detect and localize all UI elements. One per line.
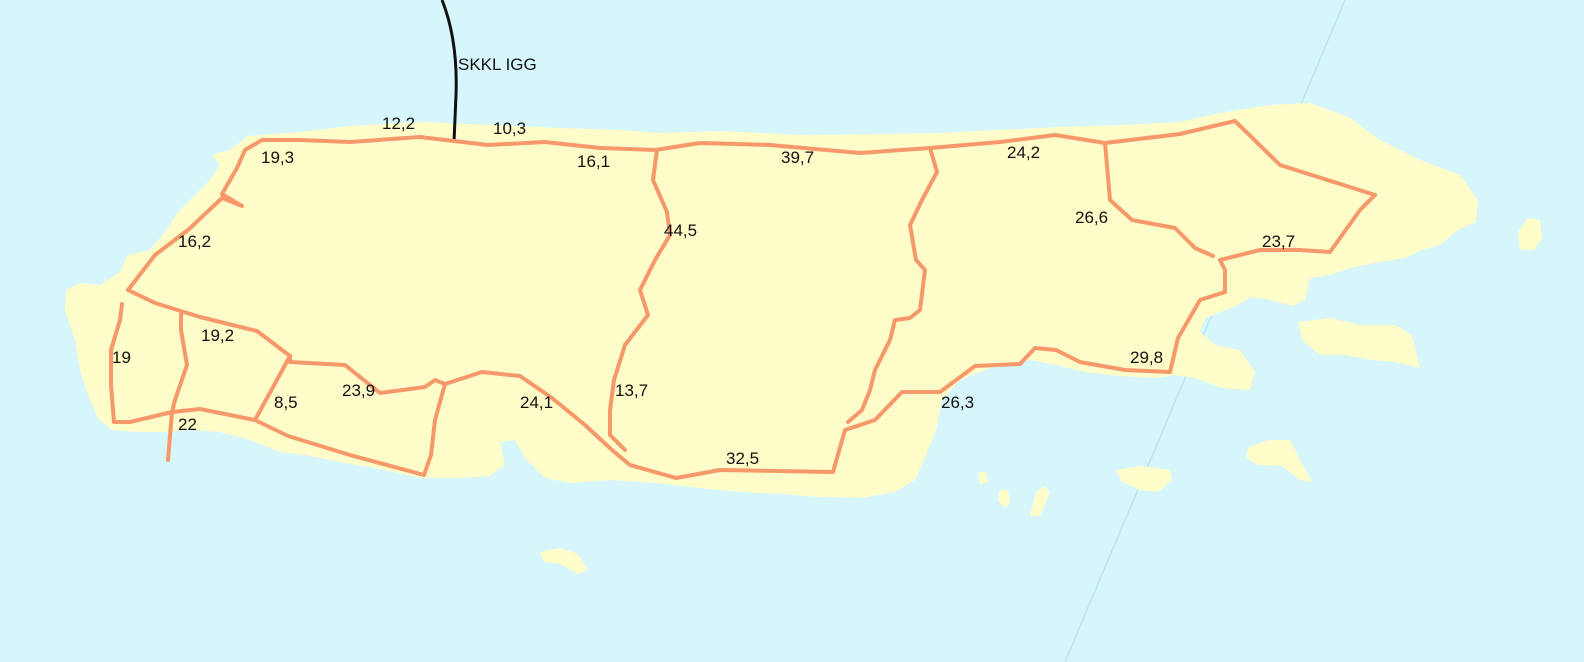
islet-south-2 — [1030, 486, 1050, 516]
segment-label: 19 — [112, 348, 131, 367]
segment-label: 24,1 — [520, 393, 554, 412]
segment-label: 13,7 — [615, 381, 649, 400]
islet-south-3 — [998, 490, 1010, 508]
segment-label: 16,1 — [577, 152, 611, 171]
segment-label: 39,7 — [781, 148, 815, 167]
submarine-cable — [440, 0, 458, 143]
segment-label: 32,5 — [726, 449, 760, 468]
segment-label: 8,5 — [274, 393, 298, 412]
segment-label: 10,3 — [493, 119, 527, 138]
segment-label: 29,8 — [1130, 348, 1164, 367]
segment-label: 23,7 — [1262, 232, 1296, 251]
segment-label: 19,3 — [261, 148, 295, 167]
segment-label: 23,9 — [342, 381, 376, 400]
segment-label: 26,6 — [1075, 208, 1109, 227]
segment-label: 12,2 — [382, 114, 416, 133]
segment-label: 26,3 — [941, 393, 975, 412]
cable-label: SKKL IGG — [458, 55, 537, 74]
segment-label: 44,5 — [664, 221, 698, 240]
segment-label: 16,2 — [178, 232, 212, 251]
islet-south-5 — [540, 548, 588, 574]
islet-southeast-2 — [1246, 440, 1312, 482]
segment-label: 24,2 — [1007, 143, 1041, 162]
islet-southeast-1 — [1298, 318, 1420, 368]
islet-south-1 — [1116, 466, 1172, 492]
road-network — [109, 119, 1377, 480]
islet-south-4 — [978, 472, 988, 484]
segment-label: 19,2 — [201, 326, 235, 345]
islet-east — [1518, 218, 1542, 250]
main-island — [65, 103, 1478, 498]
segment-label: 22 — [178, 415, 197, 434]
